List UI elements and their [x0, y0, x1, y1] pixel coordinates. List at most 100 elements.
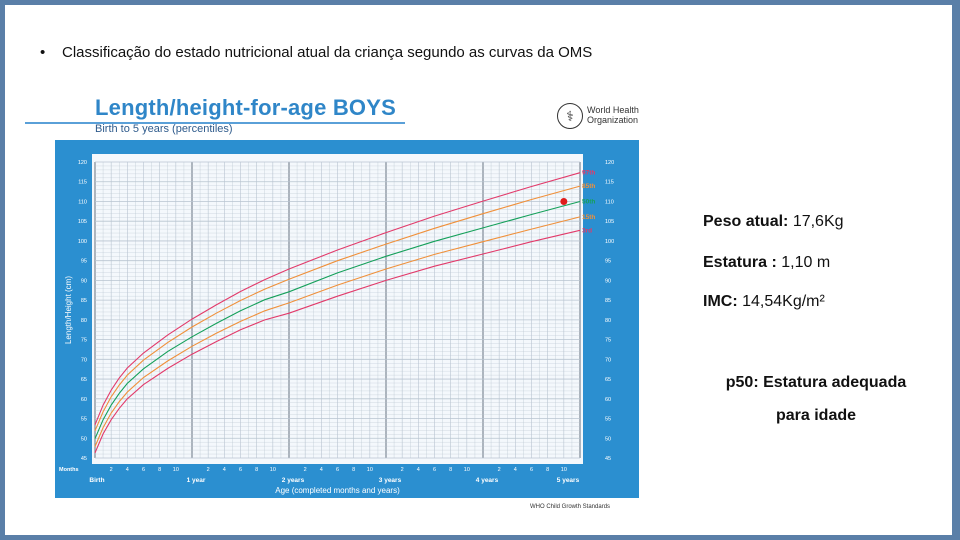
y-tick-label-left: 50 — [81, 436, 87, 442]
percentile-label-50th: 50th — [582, 198, 595, 205]
y-tick-label-right: 55 — [605, 417, 611, 423]
bullet-text: Classificação do estado nutricional atua… — [62, 44, 593, 61]
percentile-line-50th — [94, 200, 581, 439]
percentile-label-85th: 85th — [582, 183, 595, 190]
y-tick-label-right: 45 — [605, 456, 611, 462]
y-tick-label-right: 120 — [605, 160, 614, 166]
y-tick-label-left: 90 — [81, 278, 87, 284]
percentile-line-85th — [94, 185, 581, 432]
height-info: Estatura : 1,10 m — [703, 254, 830, 272]
x-year-tick-label: 5 years — [557, 477, 580, 484]
x-month-tick-label: 8 — [449, 467, 452, 473]
y-tick-label-right: 60 — [605, 397, 611, 403]
who-name-line2: Organization — [587, 115, 639, 125]
y-tick-label-right: 90 — [605, 278, 611, 284]
title-underline — [25, 122, 405, 124]
bullet-line: • Classificação do estado nutricional atu… — [40, 44, 592, 61]
conclusion-line2: para idade — [775, 407, 857, 424]
bmi-value: 14,54Kg/m² — [742, 293, 825, 310]
y-tick-label-right: 115 — [605, 180, 614, 186]
y-tick-label-left: 105 — [78, 219, 87, 225]
x-month-tick-label: 8 — [158, 467, 161, 473]
y-tick-label-left: 75 — [81, 338, 87, 344]
percentile-line-15th — [94, 216, 581, 447]
height-label: Estatura : — [703, 254, 777, 271]
x-year-tick-label: 4 years — [476, 477, 499, 484]
percentile-label-97th: 97th — [582, 170, 595, 177]
x-year-tick-label: 3 years — [379, 477, 402, 484]
y-tick-label-right: 65 — [605, 377, 611, 383]
x-month-tick-label: 6 — [142, 467, 145, 473]
x-month-tick-label: 8 — [352, 467, 355, 473]
x-month-tick-label: 10 — [561, 467, 567, 473]
chart-footer-note: WHO Child Growth Standards — [530, 504, 611, 510]
who-name: World Health Organization — [587, 105, 639, 125]
weight-info: Peso atual: 17,6Kg — [703, 213, 844, 231]
child-measurement-marker — [560, 197, 568, 205]
height-value: 1,10 m — [781, 254, 831, 271]
y-tick-label-left: 80 — [81, 318, 87, 324]
who-globe-icon: ⚕ — [557, 103, 583, 129]
y-tick-label-right: 80 — [605, 318, 611, 324]
y-tick-label-left: 100 — [78, 239, 87, 245]
y-tick-label-left: 70 — [81, 357, 87, 363]
x-month-tick-label: 10 — [464, 467, 470, 473]
y-tick-label-right: 75 — [605, 338, 611, 344]
growth-chart: 45 45 50 50 55 55 60 60 65 65 70 70 75 75 80 80 85 85 90 90… — [55, 140, 639, 498]
x-month-tick-label: 6 — [530, 467, 533, 473]
x-month-tick-label: 6 — [336, 467, 339, 473]
conclusion-line1: p50: Estatura adequada — [725, 374, 907, 391]
y-tick-label-right: 105 — [605, 219, 614, 225]
x-year-tick-label: Birth — [89, 477, 104, 484]
x-month-row-label: Months — [59, 467, 79, 473]
growth-chart-svg: 45 45 50 50 55 55 60 60 65 65 70 70 75 75 80 80 85 85 90 90… — [55, 140, 639, 498]
bmi-info: IMC: 14,54Kg/m² — [703, 293, 825, 311]
x-year-tick-label: 2 years — [282, 477, 305, 484]
chart-title: Length/height-for-age BOYS — [95, 95, 396, 120]
x-month-tick-label: 10 — [173, 467, 179, 473]
x-axis-label: Age (completed months and years) — [275, 486, 400, 495]
x-month-tick-label: 4 — [417, 467, 420, 473]
x-month-tick-label: 4 — [514, 467, 517, 473]
x-month-tick-label: 4 — [320, 467, 323, 473]
y-axis-label: Length/Height (cm) — [64, 276, 73, 344]
weight-value: 17,6Kg — [792, 213, 844, 230]
y-tick-label-left: 85 — [81, 298, 87, 304]
chart-subtitle: Birth to 5 years (percentiles) — [95, 123, 233, 135]
x-month-tick-label: 2 — [401, 467, 404, 473]
x-month-tick-label: 6 — [433, 467, 436, 473]
who-name-line1: World Health — [587, 105, 639, 115]
y-tick-label-left: 45 — [81, 456, 87, 462]
x-month-tick-label: 4 — [126, 467, 129, 473]
x-month-tick-label: 8 — [546, 467, 549, 473]
y-tick-label-left: 60 — [81, 397, 87, 403]
bmi-label: IMC: — [703, 293, 738, 310]
x-month-tick-label: 8 — [255, 467, 258, 473]
x-month-tick-label: 10 — [367, 467, 373, 473]
y-tick-label-right: 85 — [605, 298, 611, 304]
percentile-label-3rd: 3rd — [582, 227, 592, 234]
y-tick-label-right: 50 — [605, 436, 611, 442]
y-tick-label-left: 95 — [81, 259, 87, 265]
x-month-tick-label: 2 — [207, 467, 210, 473]
y-tick-label-left: 120 — [78, 160, 87, 166]
x-month-tick-label: 6 — [239, 467, 242, 473]
y-tick-label-right: 70 — [605, 357, 611, 363]
y-tick-label-right: 95 — [605, 259, 611, 265]
who-logo: ⚕ World Health Organization — [557, 103, 647, 133]
y-tick-label-left: 55 — [81, 417, 87, 423]
x-year-tick-label: 1 year — [187, 477, 206, 484]
y-tick-label-left: 110 — [78, 199, 87, 205]
percentile-label-15th: 15th — [582, 214, 595, 221]
y-tick-label-left: 65 — [81, 377, 87, 383]
bullet-dot: • — [40, 44, 46, 61]
y-tick-label-left: 115 — [78, 180, 87, 186]
weight-label: Peso atual: — [703, 213, 789, 230]
x-month-tick-label: 2 — [304, 467, 307, 473]
x-month-tick-label: 2 — [498, 467, 501, 473]
percentile-line-3rd — [94, 229, 581, 454]
x-month-tick-label: 10 — [270, 467, 276, 473]
x-month-tick-label: 2 — [110, 467, 113, 473]
y-tick-label-right: 100 — [605, 239, 614, 245]
y-tick-label-right: 110 — [605, 199, 614, 205]
